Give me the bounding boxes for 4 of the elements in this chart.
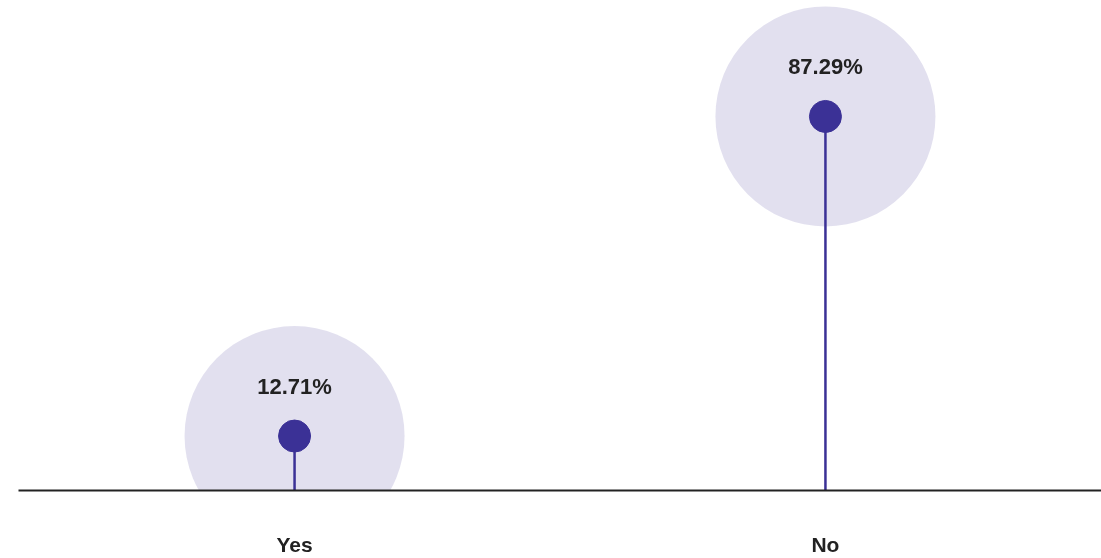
data-label: 87.29% [788, 53, 863, 79]
data-label: 12.71% [257, 373, 332, 399]
x-tick-label: No [811, 532, 840, 556]
x-tick-label: Yes [276, 532, 313, 556]
